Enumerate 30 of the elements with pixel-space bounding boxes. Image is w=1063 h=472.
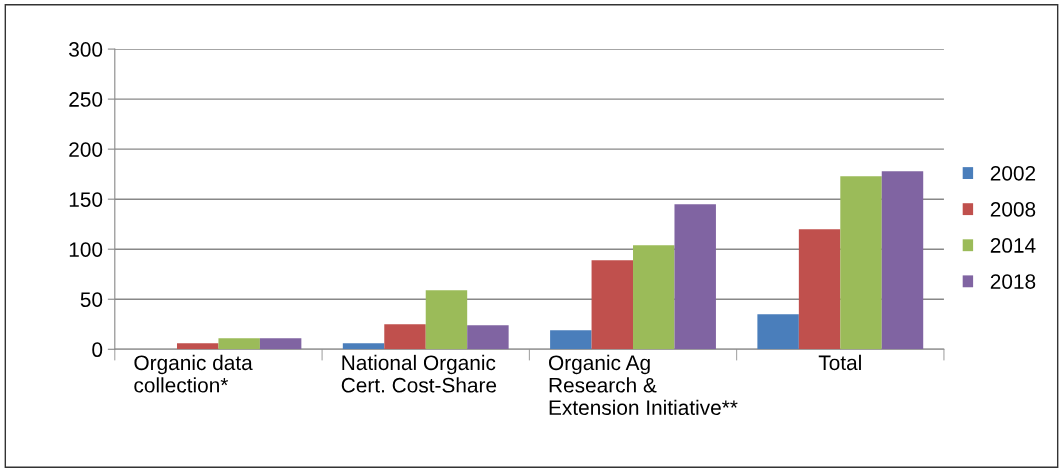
bar [384, 324, 426, 350]
bar [840, 176, 882, 350]
bar [550, 330, 592, 350]
bar [218, 338, 260, 350]
y-tick-label: 200 [69, 142, 103, 157]
bar [674, 204, 716, 350]
y-tick-label: 100 [69, 242, 103, 257]
bar [342, 343, 385, 350]
bar [259, 338, 302, 350]
bar [798, 229, 841, 350]
bar [881, 171, 924, 350]
y-tick-label: 0 [92, 342, 103, 358]
y-tick-label: 150 [69, 192, 103, 207]
legend-label: 2002 [990, 165, 1036, 181]
x-tick-label: Organic Ag Research & Extension Initiative** [549, 354, 738, 416]
bar [176, 343, 219, 350]
x-tick-label: National Organic Cert. Cost-Share [341, 354, 497, 393]
bar [757, 314, 799, 350]
legend-label: 2014 [990, 238, 1036, 253]
bar [467, 325, 509, 350]
x-tick-label: Organic data collection* [134, 354, 253, 393]
bar [425, 290, 468, 350]
y-tick-label: 50 [80, 292, 103, 307]
legend-label: 2018 [990, 274, 1036, 289]
bar [633, 245, 675, 350]
bar [591, 260, 634, 350]
x-tick-label: Total [818, 354, 861, 371]
legend-label: 2008 [990, 202, 1036, 217]
y-tick-label: 300 [69, 42, 103, 57]
y-tick-label: 250 [69, 92, 103, 107]
